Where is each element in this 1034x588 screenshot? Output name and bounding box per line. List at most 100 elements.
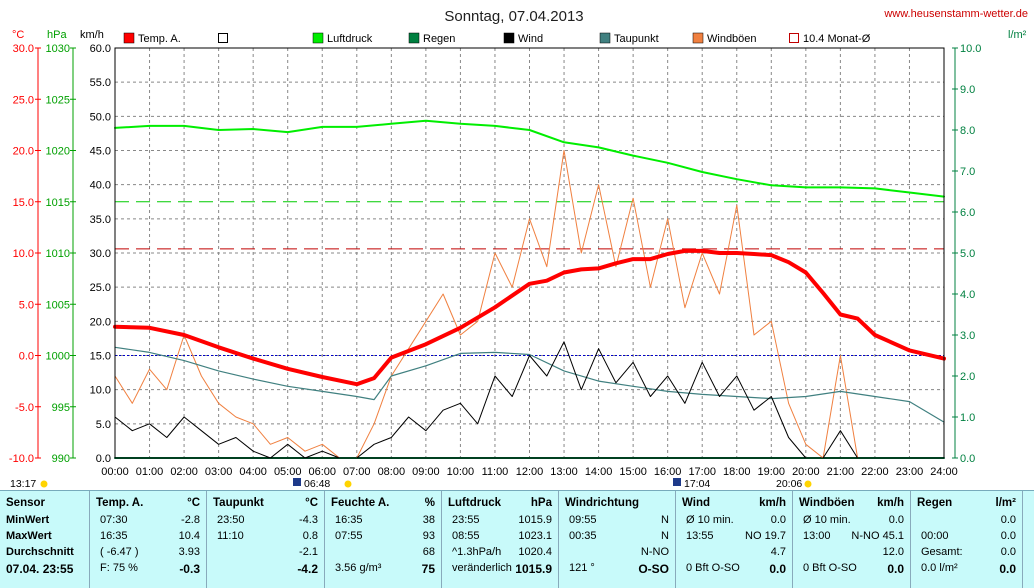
unit-press: hPa bbox=[47, 29, 67, 41]
pressure-row-value: 1023.1 bbox=[518, 530, 552, 542]
time-marks: 13:17 06:48 17:04 20:06 bbox=[10, 478, 812, 490]
col-wind: Wind km/h Ø 10 min. 0.0 13:55 NO 19.7 4.7 0 Bft… bbox=[676, 491, 793, 588]
wind-row-value: NO 19.7 bbox=[745, 530, 786, 542]
temp-tick: 5.0 bbox=[19, 299, 34, 311]
winddir-header: Windrichtung bbox=[565, 497, 639, 509]
stats-panel: Sensor MinWert MaxWert Durchschnitt 07.0… bbox=[0, 490, 1034, 588]
pressure-row-value: 1020.4 bbox=[518, 546, 552, 558]
col-humidity: Feuchte A.% 16:35 38 07:55 93 68 3.56 g/m³ 75 bbox=[325, 491, 442, 588]
sensor-row: 07.04. 23:55 bbox=[6, 562, 74, 576]
col-winddir: Windrichtung 09:55 N 00:35 N N-NO 121 ° O-SO bbox=[559, 491, 676, 588]
winddir-row-label: 121 ° bbox=[569, 562, 595, 574]
humidity-row-value: 75 bbox=[421, 562, 435, 576]
pressure-tick: 1015 bbox=[46, 197, 70, 209]
legend-label: Windböen bbox=[707, 33, 757, 45]
wind-tick: 30.0 bbox=[90, 248, 111, 260]
gusts-unit: km/h bbox=[877, 497, 904, 509]
x-tick: 04:00 bbox=[239, 466, 267, 478]
pressure-row-label: veränderlich bbox=[452, 562, 512, 574]
series-line bbox=[114, 150, 876, 459]
sun-icon bbox=[344, 480, 352, 488]
winddir-row-label: 00:35 bbox=[569, 530, 597, 542]
legend-swatch bbox=[123, 32, 135, 44]
x-tick: 17:00 bbox=[688, 466, 716, 478]
x-tick: 23:00 bbox=[896, 466, 924, 478]
wind-tick: 10.0 bbox=[90, 385, 111, 397]
rain-tick: 2.0 bbox=[960, 371, 975, 383]
plot-area bbox=[113, 47, 946, 459]
humidity-row-label: 3.56 g/m³ bbox=[335, 562, 382, 574]
unit-rain: l/m² bbox=[1008, 29, 1027, 41]
x-tick: 07:00 bbox=[343, 466, 371, 478]
series-line bbox=[114, 119, 945, 198]
x-tick: 03:00 bbox=[205, 466, 233, 478]
wind-tick: 35.0 bbox=[90, 214, 111, 226]
temp-row-value: 3.93 bbox=[178, 546, 200, 558]
temp-row-label: F: 75 % bbox=[100, 562, 138, 574]
legend-swatch bbox=[408, 32, 420, 44]
pressure-tick: 1025 bbox=[46, 94, 70, 106]
gusts-header: Windböen bbox=[799, 497, 855, 509]
rain-tick: 6.0 bbox=[960, 207, 975, 219]
pressure-tick: 1020 bbox=[46, 146, 70, 158]
pressure-row-label: 23:55 bbox=[452, 514, 480, 526]
x-tick: 12:00 bbox=[516, 466, 544, 478]
humidity-row-value: 38 bbox=[422, 514, 435, 526]
rain-tick: 4.0 bbox=[960, 289, 975, 301]
moon-icon bbox=[293, 478, 301, 486]
legend-label: 10.4 Monat-Ø bbox=[803, 33, 871, 45]
col-rain: Regen l/m² 0.0 00:00 0.0 Gesamt: 0.0 0.0 l/m² 0.… bbox=[911, 491, 1023, 588]
col-pressure: Luftdruck hPa 23:55 1015.9 08:55 1023.1 ^1.3hP… bbox=[442, 491, 559, 588]
dew-row-label: 23:50 bbox=[217, 514, 245, 526]
series-line bbox=[113, 248, 946, 387]
rain-tick: 8.0 bbox=[960, 125, 975, 137]
wind-row-value: 4.7 bbox=[770, 546, 786, 558]
temp-tick: -5.0 bbox=[15, 402, 34, 414]
legend-swatch bbox=[789, 33, 799, 43]
site-url: www.heusenstamm-wetter.de bbox=[883, 8, 1028, 20]
rain-tick: 7.0 bbox=[960, 166, 975, 178]
dew-header: Taupunkt bbox=[213, 497, 264, 509]
humidity-row-value: 93 bbox=[422, 530, 435, 542]
time-mark-label: 13:17 bbox=[10, 478, 36, 490]
legend-swatch bbox=[503, 32, 515, 44]
x-tick: 21:00 bbox=[827, 466, 855, 478]
x-tick: 09:00 bbox=[412, 466, 440, 478]
x-tick: 05:00 bbox=[274, 466, 302, 478]
col-sensor: Sensor MinWert MaxWert Durchschnitt 07.0… bbox=[0, 491, 90, 588]
temp-row-value: -0.3 bbox=[179, 562, 200, 576]
gusts-row-label: Ø 10 min. bbox=[803, 514, 851, 526]
x-tick: 19:00 bbox=[758, 466, 786, 478]
humidity-unit: % bbox=[424, 497, 435, 509]
legend-swatch bbox=[312, 32, 324, 44]
col-dew: Taupunkt °C 23:50 -4.3 11:10 0.8 -2.1 -4.2 bbox=[207, 491, 325, 588]
rain-header: Regen bbox=[917, 497, 953, 509]
legend-swatch bbox=[599, 32, 611, 44]
temp-tick: 20.0 bbox=[13, 146, 34, 158]
x-tick: 01:00 bbox=[136, 466, 164, 478]
winddir-row-value: O-SO bbox=[638, 562, 669, 576]
x-tick: 20:00 bbox=[792, 466, 820, 478]
legend-label: Wind bbox=[518, 33, 543, 45]
col-gusts: Windböen km/h Ø 10 min. 0.0 13:00 N-NO 45.1 12… bbox=[793, 491, 911, 588]
wind-tick: 0.0 bbox=[96, 453, 111, 465]
x-tick: 06:00 bbox=[308, 466, 336, 478]
wind-row-label: 13:55 bbox=[686, 530, 714, 542]
time-mark-label: 17:04 bbox=[684, 478, 710, 490]
dew-unit: °C bbox=[305, 497, 318, 509]
temp-tick: 25.0 bbox=[13, 94, 34, 106]
time-mark-label: 06:48 bbox=[304, 478, 330, 490]
x-tick: 24:00 bbox=[930, 466, 958, 478]
rain-row-label: 0.0 l/m² bbox=[921, 562, 958, 574]
temp-row-label: ( -6.47 ) bbox=[100, 546, 139, 558]
wind-tick: 60.0 bbox=[90, 43, 111, 55]
wind-tick: 55.0 bbox=[90, 77, 111, 89]
rain-unit: l/m² bbox=[995, 497, 1016, 509]
temp-row-label: 16:35 bbox=[100, 530, 128, 542]
rain-row-value: 0.0 bbox=[1000, 530, 1016, 542]
rain-row-label: 00:00 bbox=[921, 530, 949, 542]
dew-row-value: -2.1 bbox=[299, 546, 318, 558]
weather-chart: Sonntag, 07.04.2013 www.heusenstamm-wett… bbox=[9, 8, 1028, 490]
temp-row-value: -2.8 bbox=[181, 514, 200, 526]
temp-tick: -10.0 bbox=[9, 453, 34, 465]
